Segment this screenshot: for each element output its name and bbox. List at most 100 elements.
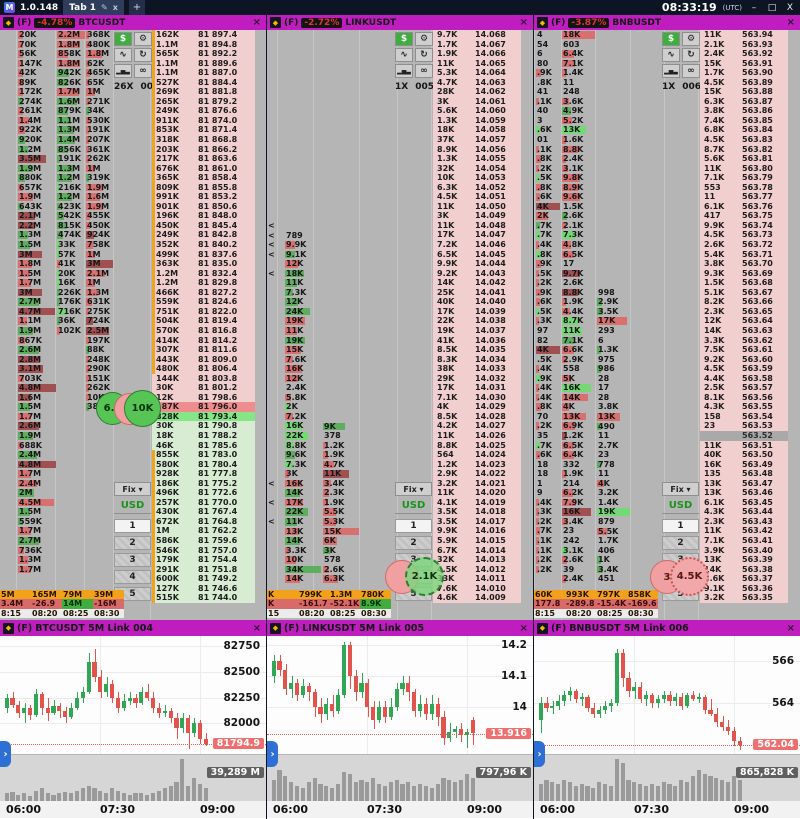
chart-titlebar[interactable]: ◆ (F) BTCUSDT 5M Link 004 × [0, 620, 266, 636]
link-icon[interactable]: ∞ [682, 64, 700, 78]
price-cell[interactable]: 14.021 [475, 478, 506, 488]
size-cell[interactable]: 41K [437, 335, 455, 345]
ladder-row[interactable]: 11K 563.80 [700, 163, 788, 174]
size-cell[interactable]: 855K [152, 450, 192, 460]
close-window-button[interactable]: X [786, 2, 794, 13]
ladder-row[interactable]: 13K 563.47 [700, 478, 788, 489]
ladder-row[interactable]: 417 563.75 [700, 211, 788, 221]
ladder-row[interactable]: 32K 14.054 [433, 163, 521, 174]
price-cell[interactable]: 563.77 [742, 192, 773, 202]
size-cell[interactable]: 4.3K [704, 402, 725, 412]
price-cell[interactable]: 14.061 [475, 96, 506, 106]
ladder-row[interactable]: 7.4K 563.85 [700, 115, 788, 126]
size-cell[interactable]: 5.1K [704, 287, 725, 297]
ladder-row[interactable]: 187K 81 796.0 [152, 402, 255, 412]
size-cell[interactable]: 15K [704, 58, 722, 68]
size-cell[interactable]: 257K [152, 497, 192, 508]
size-cell[interactable]: 8.7K [704, 144, 725, 154]
fix-dropdown[interactable]: Fix ▾ [114, 482, 151, 496]
price-cell[interactable]: 563.63 [742, 325, 773, 335]
price-cell[interactable]: 14.065 [475, 58, 506, 68]
price-cell[interactable]: 81 749.2 [198, 574, 238, 584]
size-cell[interactable]: 1.2M [152, 278, 192, 288]
ladder-row[interactable]: 25K 14.041 [433, 287, 521, 298]
price-cell[interactable]: 14.026 [475, 430, 506, 440]
price-cell[interactable]: 81 788.2 [198, 430, 238, 440]
ladder-row[interactable]: 527K 81 884.4 [152, 77, 255, 88]
price-cell[interactable]: 81 751.8 [198, 564, 238, 574]
ladder-row[interactable]: 4.6K 14.009 [433, 593, 521, 603]
size-cell[interactable]: 11K [704, 30, 722, 39]
ladder-row[interactable]: 8.5K 14.035 [433, 345, 521, 355]
price-cell[interactable]: 14.057 [475, 135, 506, 145]
ladder-row[interactable]: 8.3K 14.034 [433, 354, 521, 365]
size-cell[interactable]: 570K [152, 325, 192, 336]
ladder-row[interactable]: 4.5K 563.83 [700, 135, 788, 145]
settings-gear-icon[interactable]: ⚙ [134, 32, 152, 46]
size-cell[interactable]: 14K [437, 278, 455, 288]
size-cell[interactable]: 37K [437, 135, 455, 145]
size-cell[interactable]: 4.5K [704, 77, 725, 87]
price-cell[interactable]: 14.032 [475, 373, 506, 383]
ladder-row[interactable]: 9.1K 563.36 [700, 583, 788, 594]
price-cell[interactable]: 563.80 [742, 163, 773, 173]
size-cell[interactable]: 8.5K [437, 411, 458, 421]
price-cell[interactable]: 563.48 [742, 469, 773, 479]
maximize-button[interactable]: □ [767, 2, 777, 13]
ladder-row[interactable]: 4.5K 563.59 [700, 364, 788, 374]
ladder-row[interactable]: 352K 81 840.2 [152, 240, 255, 250]
price-cell[interactable]: 14.058 [475, 125, 506, 135]
ladder-row[interactable]: 5.4K 563.71 [700, 249, 788, 260]
size-cell[interactable]: 911K [152, 115, 192, 126]
price-cell[interactable]: 81 884.4 [198, 77, 238, 87]
chart-line-icon[interactable]: ∿ [114, 48, 132, 62]
price-cell[interactable]: 14.009 [475, 593, 506, 603]
ladder-row[interactable]: 6.3K 563.87 [700, 96, 788, 107]
price-cell[interactable]: 81 783.0 [198, 450, 238, 460]
ladder-row[interactable]: 40K 14.040 [433, 297, 521, 307]
price-cell[interactable]: 81 881.8 [198, 87, 238, 97]
reload-icon[interactable]: ↻ [682, 48, 700, 62]
price-cell[interactable]: 563.84 [742, 125, 773, 135]
ladder-row[interactable]: 928K 81 777.8 [152, 469, 255, 479]
price-cell[interactable]: 14.019 [475, 497, 506, 507]
size-cell[interactable]: 1.1M [152, 68, 192, 78]
size-cell[interactable]: 196K [152, 211, 192, 221]
price-cell[interactable]: 563.87 [742, 96, 773, 106]
ladder-row[interactable]: 6.3K 14.052 [433, 182, 521, 193]
price-cell[interactable]: 14.045 [475, 249, 506, 259]
size-cell[interactable]: 3K [437, 211, 449, 221]
size-cell[interactable]: 466K [152, 287, 192, 298]
price-cell[interactable]: 563.83 [742, 135, 773, 145]
size-cell[interactable]: 504K [152, 316, 192, 326]
size-cell[interactable]: 3.8K [704, 259, 725, 269]
size-cell[interactable] [700, 431, 736, 441]
ladder-row[interactable]: 466K 81 827.2 [152, 287, 255, 298]
size-cell[interactable]: 14K [704, 564, 722, 574]
ladder-row[interactable]: 8.2K 563.66 [700, 297, 788, 307]
price-cell[interactable]: 81 809.0 [198, 354, 238, 364]
size-cell[interactable]: 135 [704, 469, 721, 479]
link-icon[interactable]: ∞ [134, 64, 152, 78]
size-cell[interactable]: 4.4K [704, 373, 725, 383]
price-cell[interactable]: 563.92 [742, 49, 773, 59]
size-cell[interactable]: 363K [152, 259, 192, 269]
price-cell[interactable]: 81 853.2 [198, 192, 238, 202]
price-cell[interactable]: 563.67 [742, 287, 773, 297]
price-cell[interactable]: 14.034 [475, 354, 506, 364]
ladder-row[interactable]: 196K 81 848.0 [152, 211, 255, 221]
size-cell[interactable]: 217K [152, 154, 192, 164]
chart-titlebar[interactable]: ◆ (F) BNBUSDT 5M Link 006 × [534, 620, 800, 636]
price-cell[interactable]: 14.066 [475, 49, 506, 59]
size-cell[interactable]: 751K [152, 306, 192, 317]
ladder-row[interactable]: 672K 81 764.8 [152, 516, 255, 527]
close-icon[interactable]: × [252, 622, 261, 634]
ladder-row[interactable]: 22K 14.038 [433, 316, 521, 326]
price-cell[interactable]: 81 790.8 [198, 421, 238, 431]
size-cell[interactable]: 672K [152, 516, 192, 527]
size-cell[interactable]: 6.1K [704, 201, 725, 211]
price-cell[interactable]: 14.055 [475, 154, 506, 164]
size-cell[interactable]: 1.7K [704, 68, 725, 78]
ladder-row[interactable]: 203K 81 866.2 [152, 144, 255, 155]
ladder-row[interactable]: 4.5K 563.73 [700, 230, 788, 241]
